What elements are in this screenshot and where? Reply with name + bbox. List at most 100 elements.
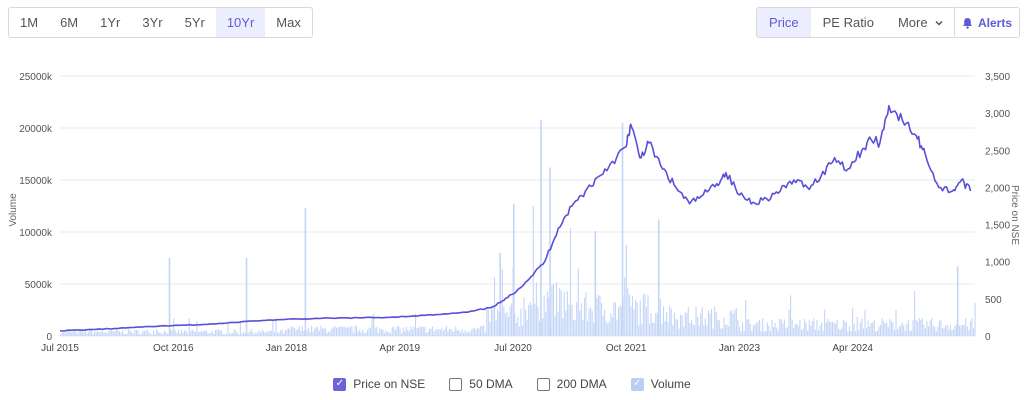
volume-bar [714,306,716,336]
volume-bar [793,327,795,336]
volume-bar [184,330,186,336]
volume-bar [91,330,93,336]
volume-peak-bar [621,122,624,336]
volume-bar [602,316,604,336]
volume-bar [104,332,107,336]
volume-bar [669,306,671,336]
volume-bar [89,329,91,336]
legend-price-on-nse[interactable]: ✓ Price on NSE [333,377,425,391]
volume-bar [419,326,421,336]
volume-bar [149,333,151,336]
volume-bar [194,331,196,336]
volume-bar [323,327,325,336]
volume-bar [638,325,640,336]
volume-bar [771,319,773,336]
legend-volume[interactable]: ✓ Volume [630,377,691,391]
volume-bar [642,294,644,336]
volume-bar [376,327,378,336]
volume-bar [387,331,389,336]
volume-bar [628,294,630,336]
volume-bar [126,333,128,336]
volume-bar [199,332,201,336]
volume-bar [515,323,517,336]
price-metric-button[interactable]: Price [757,8,811,37]
legend-volume-label: Volume [650,377,691,391]
volume-bar [971,318,973,336]
legend-200-dma[interactable]: 200 DMA [536,377,607,391]
volume-bar [912,320,914,336]
alerts-button[interactable]: Alerts [954,7,1020,38]
volume-bar [652,322,654,336]
volume-bar [132,333,134,336]
volume-bar [711,309,713,336]
volume-bar [655,313,657,336]
volume-bar [180,329,182,336]
volume-bar [676,319,678,336]
volume-bar [390,333,392,336]
volume-bar [543,295,545,336]
range-1yr-button[interactable]: 1Yr [100,15,121,30]
volume-bar [738,326,740,336]
volume-bar [411,329,413,336]
volume-bar [80,331,82,336]
volume-bar [873,319,875,336]
range-10yr-button[interactable]: 10Yr [215,8,266,37]
volume-bar [301,326,303,336]
x-tick-label: Apr 2019 [379,343,420,354]
volume-bar [893,330,895,336]
volume-bar [435,329,437,336]
volume-bar [698,325,700,336]
volume-bar [521,325,523,336]
volume-bar [800,330,802,336]
volume-bar [780,319,782,336]
volume-bar [64,332,66,336]
volume-bar [340,326,342,336]
volume-bar [881,318,883,336]
range-6m-button[interactable]: 6M [60,15,79,30]
volume-bar [346,326,348,336]
volume-bar [174,330,176,336]
volume-bar [697,316,699,336]
volume-bar [207,332,209,336]
volume-bar [745,299,747,336]
volume-bar [357,331,359,336]
range-3yr-button[interactable]: 3Yr [142,15,163,30]
volume-bar [320,325,322,336]
volume-bar [123,333,125,336]
range-1m-button[interactable]: 1M [20,15,39,30]
volume-bar [509,306,511,336]
volume-bar [261,329,263,336]
volume-bar [966,326,968,336]
volume-bar [100,330,102,336]
chevron-down-icon [935,20,943,26]
volume-bar [444,328,446,336]
volume-bar [218,329,220,336]
legend-50-dma[interactable]: 50 DMA [449,377,513,391]
volume-bar [81,329,83,336]
chart-legend: ✓ Price on NSE 50 DMA 200 DMA ✓ Volume [0,377,1024,391]
volume-bar [932,325,934,336]
volume-bar [455,326,457,336]
volume-bar [597,295,599,336]
y-left-tick-label: 10000k [19,228,53,239]
volume-bar [95,332,97,336]
volume-bar [732,313,734,336]
volume-bar [253,334,255,336]
pe-ratio-metric-button[interactable]: PE Ratio [822,15,874,30]
volume-bar [83,332,85,336]
more-metrics-button[interactable]: More [886,8,956,37]
volume-bar [909,330,911,336]
volume-bar [348,327,350,336]
volume-bar [520,308,522,336]
volume-bar [337,327,339,336]
volume-bar [273,332,275,336]
volume-bar [791,319,793,336]
volume-bar [267,331,269,336]
range-max-button[interactable]: Max [276,15,301,30]
range-5yr-button[interactable]: 5Yr [184,15,205,30]
volume-bar [414,313,417,336]
volume-bar [469,332,471,336]
volume-bar [734,309,736,336]
time-range-selector: 1M 6M 1Yr 3Yr 5Yr 10Yr Max [8,7,313,38]
volume-bar [211,330,213,336]
